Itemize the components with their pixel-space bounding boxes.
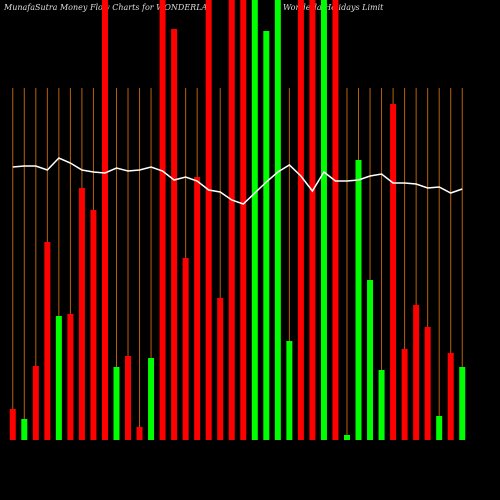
bar — [67, 314, 74, 440]
bar — [343, 435, 350, 440]
bar — [378, 370, 385, 440]
bar — [390, 104, 397, 440]
bar — [459, 367, 466, 440]
bar — [436, 416, 443, 440]
money-flow-line — [12, 157, 463, 205]
bar — [125, 356, 132, 440]
bar — [413, 305, 420, 440]
bar — [447, 353, 454, 440]
bar — [401, 349, 408, 440]
bar — [297, 0, 304, 440]
bar — [286, 341, 293, 440]
bar — [101, 0, 108, 440]
bar — [263, 31, 270, 440]
bar — [251, 0, 258, 440]
bar — [171, 29, 178, 440]
bar — [228, 0, 235, 440]
bar — [194, 177, 201, 440]
bar — [205, 0, 212, 440]
bar — [367, 280, 374, 440]
bar — [424, 327, 431, 440]
bar — [240, 0, 247, 440]
bar — [274, 0, 281, 440]
bar — [217, 298, 224, 440]
bar — [136, 427, 143, 440]
bar — [78, 188, 85, 440]
bar — [320, 0, 327, 440]
bar — [55, 316, 62, 440]
bar — [148, 358, 155, 440]
bar — [113, 367, 120, 440]
bar — [355, 160, 362, 440]
bar — [44, 242, 51, 440]
bar — [159, 0, 166, 440]
bar — [21, 419, 28, 440]
bar — [332, 0, 339, 440]
bar — [32, 366, 39, 440]
bar — [9, 409, 16, 440]
bar — [90, 210, 97, 440]
bar — [309, 0, 316, 440]
bar — [182, 258, 189, 440]
